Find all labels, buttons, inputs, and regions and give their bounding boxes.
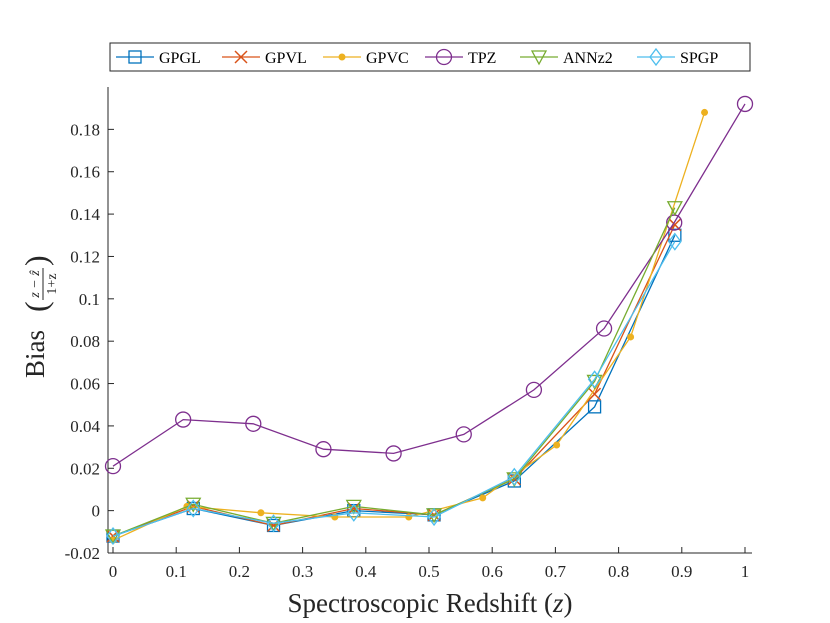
y-tick-label: 0.12 — [70, 247, 100, 266]
x-tick-label: 0.3 — [292, 562, 313, 581]
legend-marker-annz2 — [530, 50, 548, 66]
data-point-tpz — [245, 415, 262, 432]
legend-entry-gpvl: GPVL — [222, 50, 307, 67]
y-tick-label: 0.14 — [70, 205, 100, 224]
y-axis-label-close-paren: ) — [18, 255, 54, 266]
legend-marker-gpvc — [338, 53, 346, 61]
data-point-gpvc — [701, 108, 709, 116]
y-tick-label: 0.16 — [70, 163, 100, 182]
series-line-tpz — [112, 103, 746, 467]
y-tick-label: 0.02 — [70, 459, 100, 478]
legend-label-gpgl: GPGL — [159, 50, 201, 67]
data-point-gpvc — [405, 513, 413, 521]
series-line-annz2 — [112, 207, 676, 537]
data-point-gpgl — [587, 400, 602, 414]
legend-marker-gpgl — [128, 50, 142, 64]
series-line-spgp — [112, 241, 676, 537]
data-point-spgp — [186, 499, 201, 518]
legend-marker-gpvl-stroke — [234, 50, 248, 64]
series-line-gpvc — [112, 112, 706, 541]
data-point-gpgl — [668, 228, 682, 242]
y-axis-label-text: Bias — [20, 330, 50, 378]
x-tick-label: 0.6 — [482, 562, 503, 581]
x-axis-label-close: ) — [563, 588, 572, 618]
data-point-gpvl-stroke — [588, 387, 602, 401]
data-point-gpvc — [627, 333, 635, 341]
data-point-spgp — [587, 370, 602, 389]
x-tick-label: 0.5 — [418, 562, 439, 581]
x-tick-label: 0.4 — [355, 562, 377, 581]
y-tick-label: 0.18 — [70, 120, 100, 139]
y-axis-label-denominator: 1+z — [45, 273, 60, 294]
data-point-tpz — [666, 214, 683, 231]
x-tick-label: 0.7 — [545, 562, 567, 581]
y-axis-label-open-paren: ( — [18, 301, 54, 312]
x-tick-label: 0.2 — [229, 562, 250, 581]
x-ticks: 0 0.1 0.2 0.3 0.4 0.5 0.6 0.7 0.8 0.9 1 — [109, 547, 750, 581]
legend-label-gpvl: GPVL — [265, 50, 307, 67]
data-point-spgp — [668, 232, 682, 251]
series-spgp — [106, 232, 682, 546]
data-point-gpvc — [553, 441, 561, 449]
y-tick-label: -0.02 — [65, 544, 100, 563]
legend: GPGL GPVL GPVC TPZ ANNz2 SPGP — [109, 42, 751, 72]
legend-entry-spgp: SPGP — [637, 47, 718, 67]
data-point-annz2 — [265, 516, 282, 532]
data-point-tpz — [595, 320, 613, 337]
y-axis-label: Bias ( z − ẑ 1+z ) — [18, 255, 60, 378]
legend-label-gpvc: GPVC — [366, 50, 409, 67]
axes — [107, 87, 752, 554]
data-point-spgp — [266, 514, 281, 533]
legend-marker-tpz — [435, 48, 453, 66]
data-point-gpvl-stroke — [347, 501, 361, 516]
legend-entry-gpvc: GPVC — [323, 50, 409, 67]
data-point-gpvc — [479, 494, 487, 502]
legend-marker-gpvl — [234, 50, 248, 64]
x-tick-label: 0.9 — [671, 562, 692, 581]
data-point-tpz — [104, 458, 122, 475]
data-point-annz2 — [345, 499, 362, 515]
y-tick-label: 0.08 — [70, 332, 100, 351]
series-gpgl — [106, 228, 682, 543]
y-axis-label-numerator: z − ẑ — [28, 270, 43, 299]
y-tick-label: 0 — [92, 502, 101, 521]
data-point-gpvl — [588, 387, 602, 401]
x-axis-label-var: z — [552, 588, 564, 618]
legend-label-spgp: SPGP — [680, 50, 718, 67]
data-point-tpz — [525, 381, 543, 399]
y-tick-label: 0.06 — [70, 375, 100, 394]
data-point-gpvc — [257, 509, 265, 517]
y-tick-label: 0.04 — [70, 417, 100, 436]
legend-label-tpz: TPZ — [468, 50, 496, 67]
y-ticks: -0.02 0 0.02 0.04 0.06 0.08 0.1 0.12 0.14 0.16 0.1… — [65, 120, 114, 563]
x-axis-label: Spectroscopic Redshift (z) — [288, 588, 573, 618]
legend-label-annz2: ANNz2 — [563, 50, 613, 67]
legend-entry-gpgl: GPGL — [116, 50, 201, 67]
x-tick-label: 0.8 — [608, 562, 629, 581]
y-tick-label: 0.1 — [79, 290, 100, 309]
data-point-spgp — [427, 507, 441, 527]
legend-entry-tpz: TPZ — [425, 48, 496, 67]
data-point-tpz — [175, 411, 192, 428]
data-point-tpz — [736, 95, 754, 113]
legend-entry-annz2: ANNz2 — [520, 50, 613, 67]
x-tick-label: 1 — [741, 562, 750, 581]
data-point-tpz — [385, 445, 402, 462]
data-point-annz2 — [666, 201, 683, 217]
data-point-spgp — [106, 526, 120, 546]
series-tpz — [104, 95, 754, 475]
data-point-spgp — [507, 467, 522, 486]
x-tick-label: 0.1 — [166, 562, 187, 581]
series-gpvc — [109, 108, 709, 544]
x-axis-label-text: Spectroscopic Redshift ( — [288, 588, 553, 618]
data-point-tpz — [315, 441, 332, 458]
legend-marker-spgp — [649, 47, 663, 67]
series-layer — [104, 95, 754, 546]
data-point-tpz — [455, 426, 472, 443]
data-point-spgp — [346, 503, 361, 522]
data-point-annz2 — [104, 529, 122, 545]
x-tick-label: 0 — [109, 562, 118, 581]
